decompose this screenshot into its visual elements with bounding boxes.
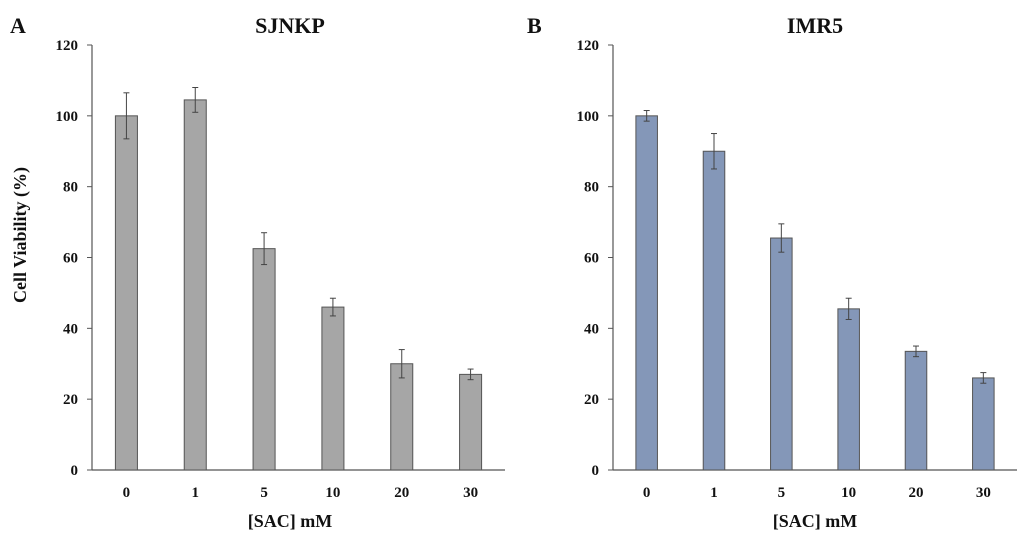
panel-a-ytick-label: 80 (63, 180, 78, 196)
panel-a-xtick-label: 20 (394, 485, 409, 501)
panel-b-plot: 0 20 40 60 80 100 120 0 1 5 10 20 30 (577, 38, 1017, 501)
panel-a-bar (252, 248, 276, 471)
panel-a-bar (321, 306, 345, 471)
panel-a-bar (459, 373, 483, 471)
panel-a-ytick-label: 0 (71, 463, 79, 479)
panel-b-xtick-label: 30 (976, 485, 991, 501)
panel-a-xtick-label: 5 (260, 485, 268, 501)
panel-b-ytick-label: 100 (577, 109, 600, 125)
panel-b-ytick-label: 0 (592, 463, 600, 479)
panel-b-xtick-label: 20 (909, 485, 924, 501)
panel-b-bar (972, 377, 995, 471)
panel-a-xtick-label: 10 (325, 485, 340, 501)
panel-b-ytick-label: 60 (584, 251, 599, 267)
panel-a-plot: 0 20 40 60 80 100 120 0 1 5 10 20 30 (56, 38, 505, 501)
panel-a-title: SJNKP (255, 13, 325, 38)
panel-b-ytick-label: 120 (577, 38, 600, 54)
panel-b-letter: B (527, 13, 542, 38)
panel-b-bar (635, 115, 658, 471)
panel-b-bar (770, 237, 793, 471)
panel-a-bar (183, 99, 207, 471)
panel-a-ytick-label: 120 (56, 38, 79, 54)
panel-a-ytick-label: 40 (63, 321, 78, 337)
panel-a-ytick-label: 20 (63, 392, 78, 408)
panel-b-xlabel: [SAC] mM (773, 511, 857, 531)
panel-b-ytick-label: 40 (584, 321, 599, 337)
panel-b-xtick-label: 10 (841, 485, 856, 501)
panel-a-bar (390, 363, 414, 471)
panel-a-ylabel: Cell Viability (%) (10, 167, 31, 303)
panel-b-xtick-label: 1 (710, 485, 718, 501)
panel-b-title: IMR5 (787, 13, 843, 38)
panel-a-letter: A (10, 13, 26, 38)
panel-a-xtick-label: 30 (463, 485, 478, 501)
panel-b-xtick-label: 0 (643, 485, 651, 501)
panel-a-ytick-label: 100 (56, 109, 79, 125)
panel-b-ytick-label: 80 (584, 180, 599, 196)
panel-a-xlabel: [SAC] mM (248, 511, 332, 531)
panel-b-xtick-label: 5 (778, 485, 786, 501)
panel-a-bar (114, 115, 138, 471)
panel-b-bar (837, 308, 860, 471)
panel-a-xtick-label: 0 (123, 485, 131, 501)
panel-a-xtick-label: 1 (192, 485, 200, 501)
panel-b-bar (904, 350, 928, 471)
panel-b-bar (702, 150, 726, 471)
panel-a-ytick-label: 60 (63, 251, 78, 267)
panel-b-ytick-label: 20 (584, 392, 599, 408)
